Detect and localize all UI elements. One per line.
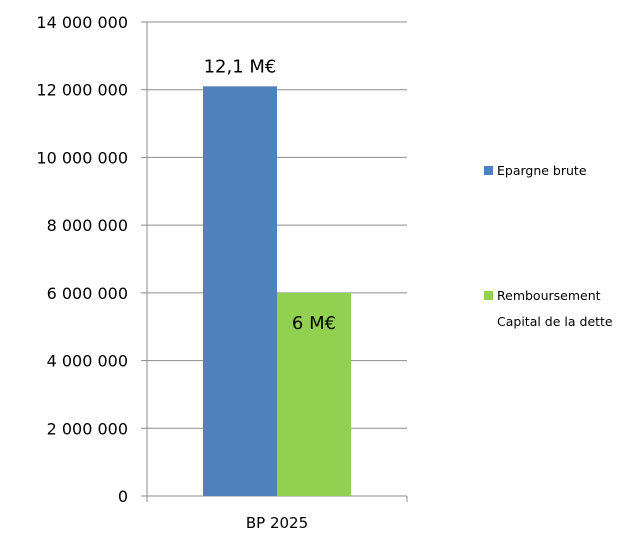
y-tick-label: 0 <box>118 487 128 506</box>
bar-remboursement-capital <box>277 292 351 496</box>
y-axis-tick-labels: 0 2 000 000 4 000 000 6 000 000 8 000 000 10 … <box>36 13 128 506</box>
y-tick-label: 14 000 000 <box>36 13 128 32</box>
x-category-label: BP 2025 <box>246 514 308 532</box>
legend: Epargne brute Remboursement Capital de la … <box>484 163 613 329</box>
data-labels: 12,1 M€ 6 M€ <box>204 56 336 334</box>
legend-label: Epargne brute <box>497 163 587 178</box>
y-tick-label: 12 000 000 <box>36 81 128 100</box>
bar-epargne-brute <box>203 86 277 496</box>
y-tick-label: 4 000 000 <box>47 352 128 371</box>
data-label: 6 M€ <box>292 313 336 334</box>
legend-label: Remboursement <box>497 288 601 303</box>
y-tick-label: 2 000 000 <box>47 419 128 438</box>
y-tick-label: 8 000 000 <box>47 216 128 235</box>
y-tick-label: 6 000 000 <box>47 284 128 303</box>
legend-swatch <box>484 166 493 175</box>
data-label: 12,1 M€ <box>204 56 277 77</box>
legend-label: Capital de la dette <box>497 314 613 329</box>
x-axis-category-labels: BP 2025 <box>246 514 308 532</box>
legend-swatch <box>484 291 493 300</box>
bars <box>203 86 351 496</box>
y-tick-label: 10 000 000 <box>36 148 128 167</box>
